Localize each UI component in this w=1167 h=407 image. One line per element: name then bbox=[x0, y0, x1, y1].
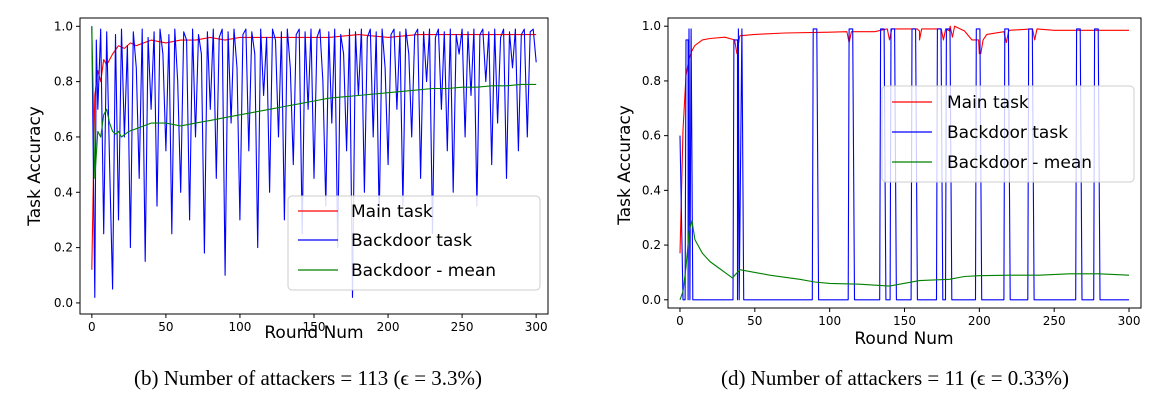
chart-b-ytick-label: 0.8 bbox=[54, 75, 73, 89]
chart-d-xtick-label: 300 bbox=[1118, 314, 1141, 328]
chart-d-ytick-label: 0.0 bbox=[642, 293, 661, 307]
chart-b-ytick-label: 0.6 bbox=[54, 130, 73, 144]
chart-b-ytick-label: 1.0 bbox=[54, 19, 73, 33]
chart-d-xtick-label: 150 bbox=[893, 314, 916, 328]
chart-b-xtick-label: 250 bbox=[451, 320, 474, 334]
chart-d-xtick-label: 250 bbox=[1043, 314, 1066, 328]
chart-d-legend-backdoor: Backdoor task bbox=[947, 123, 1068, 143]
chart-b-xtick-label: 100 bbox=[228, 320, 251, 334]
chart-b-series-backdoor-mean bbox=[91, 26, 537, 179]
chart-b-legend-box bbox=[287, 195, 541, 291]
chart-b-ytick-label: 0.0 bbox=[54, 296, 73, 310]
chart-d-series-main-task bbox=[679, 25, 1129, 254]
chart-d-ylabel: Task Accuracy bbox=[615, 105, 635, 226]
chart-d-xtick-label: 200 bbox=[968, 314, 991, 328]
chart-d-legend-main: Main task bbox=[947, 93, 1029, 113]
chart-b-series-backdoor-task bbox=[91, 26, 537, 298]
chart-d-ytick-label: 0.4 bbox=[642, 183, 661, 197]
chart-b-xtick-label: 200 bbox=[377, 320, 400, 334]
chart-b-ytick-label: 0.2 bbox=[54, 241, 73, 255]
chart-b-legend: Main task Backdoor task Backdoor - mean bbox=[287, 195, 541, 291]
chart-b-series-main-task bbox=[91, 34, 537, 270]
chart-d-caption: (d) Number of attackers = 11 (ϵ = 0.33%) bbox=[721, 366, 1069, 390]
chart-b-legend-backdoor: Backdoor task bbox=[351, 231, 472, 251]
chart-d-xtick-label: 0 bbox=[676, 314, 684, 328]
chart-d-xlabel: Round Num bbox=[854, 329, 953, 349]
chart-b-legend-mean: Backdoor - mean bbox=[351, 261, 496, 281]
chart-d-series-backdoor-task bbox=[679, 28, 1129, 301]
chart-d-ytick-label: 0.6 bbox=[642, 129, 661, 143]
chart-b-xtick-label: 50 bbox=[158, 320, 173, 334]
chart-d-legend-mean: Backdoor - mean bbox=[947, 153, 1092, 173]
chart-b-ylabel: Task Accuracy bbox=[25, 106, 45, 227]
chart-b-ytick-label: 0.4 bbox=[54, 185, 73, 199]
chart-d-ytick-label: 0.2 bbox=[642, 238, 661, 252]
chart-b-xtick-label: 150 bbox=[303, 320, 326, 334]
chart-d-legend-box bbox=[881, 85, 1135, 183]
chart-d-ytick-label: 1.0 bbox=[642, 19, 661, 33]
chart-b-xtick-label: 0 bbox=[88, 320, 96, 334]
chart-d-xtick-label: 50 bbox=[747, 314, 762, 328]
chart-d: 0 50 100 150 200 250 300 0.0 0.2 0.4 0.6 0.8 1.0 Rou… bbox=[615, 17, 1142, 390]
chart-d-legend: Main task Backdoor task Backdoor - mean bbox=[881, 85, 1135, 183]
chart-b-xlabel: Round Num bbox=[264, 323, 363, 343]
chart-b-xtick-label: 300 bbox=[525, 320, 548, 334]
chart-b-legend-main: Main task bbox=[351, 202, 433, 222]
chart-d-series-backdoor-mean bbox=[679, 219, 1130, 300]
chart-b-caption: (b) Number of attackers = 113 (ϵ = 3.3%) bbox=[134, 366, 482, 390]
chart-d-ytick-label: 0.8 bbox=[642, 74, 661, 88]
chart-b: 0 50 100 150 200 250 300 0.0 0.2 0.4 0.6 0.8 1.0 Rou… bbox=[25, 17, 549, 390]
chart-d-xtick-label: 100 bbox=[818, 314, 841, 328]
